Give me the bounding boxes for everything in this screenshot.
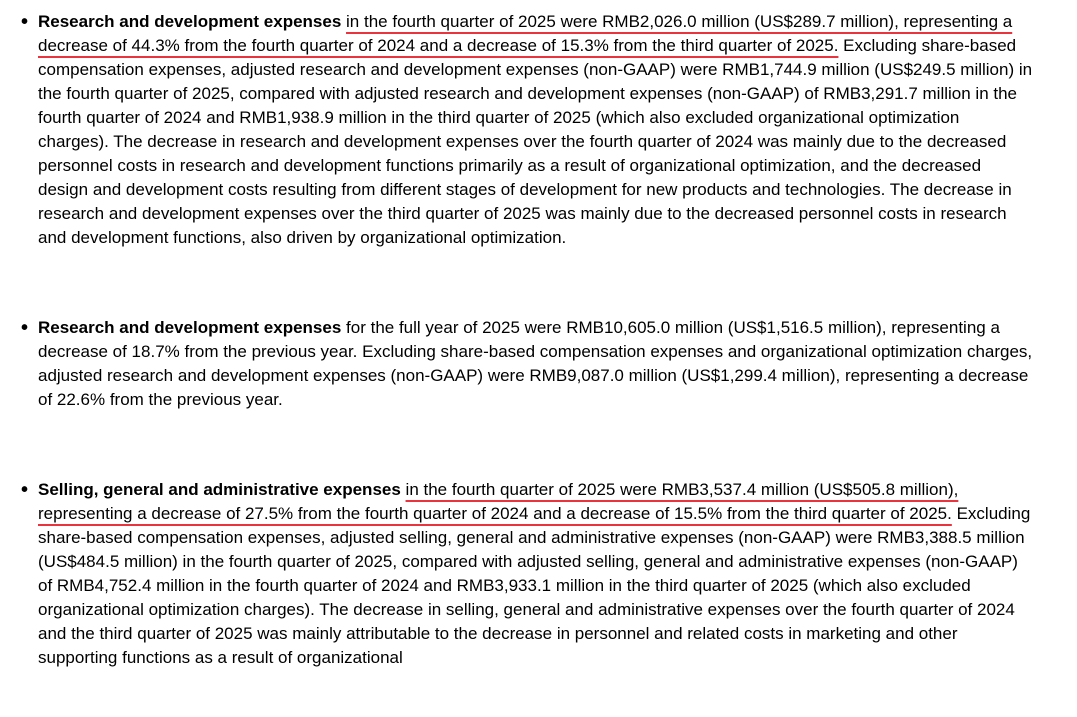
- item-text: Excluding share-based compensation expen…: [38, 504, 1031, 667]
- item-text: for the full year of 2025 were RMB10,605…: [38, 318, 1033, 409]
- bullet-item: Research and development expenses in the…: [21, 10, 1033, 250]
- item-heading: Selling, general and administrative expe…: [38, 480, 401, 499]
- highlighted-text: in the fourth quarter of 2025 were RMB2,…: [38, 12, 1013, 55]
- item-heading: Research and development expenses: [38, 12, 342, 31]
- item-text: Excluding share-based compensation expen…: [38, 36, 1033, 247]
- document: Research and development expenses in the…: [0, 0, 1077, 670]
- bullet-item: Selling, general and administrative expe…: [21, 478, 1033, 670]
- highlighted-text: in the fourth quarter of 2025 were RMB3,…: [38, 480, 959, 523]
- item-heading: Research and development expenses: [38, 318, 342, 337]
- bullet-item: Research and development expenses for th…: [21, 316, 1033, 412]
